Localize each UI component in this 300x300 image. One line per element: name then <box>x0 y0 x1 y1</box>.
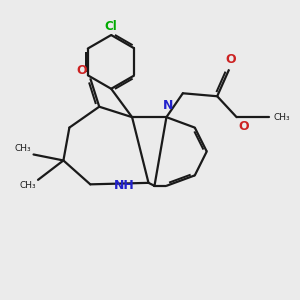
Text: O: O <box>225 53 236 66</box>
Text: NH: NH <box>114 179 135 192</box>
Text: N: N <box>163 99 173 112</box>
Text: Cl: Cl <box>105 20 118 33</box>
Text: CH₃: CH₃ <box>273 113 290 122</box>
Text: CH₃: CH₃ <box>19 182 36 190</box>
Text: CH₃: CH₃ <box>14 144 31 153</box>
Text: O: O <box>76 64 87 77</box>
Text: O: O <box>238 119 249 133</box>
